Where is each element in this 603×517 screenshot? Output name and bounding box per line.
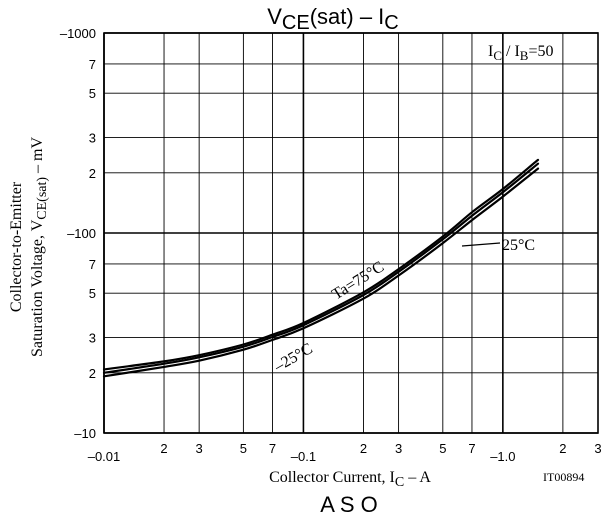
x-tick-label: 5 — [240, 441, 247, 456]
annotation-25c: 25°C — [502, 237, 535, 254]
x-tick-label: 3 — [594, 441, 601, 456]
x-tick-label: 2 — [360, 441, 367, 456]
plot-frame — [103, 32, 599, 434]
x-tick-labels: –0.01 2 3 5 7 –0.1 2 3 5 7 –1.0 2 3 — [88, 441, 602, 464]
y-tick-label: –100 — [67, 226, 96, 241]
x-tick-label: –0.01 — [88, 449, 121, 464]
series-line-1 — [102, 162, 540, 374]
x-tick-label: –0.1 — [291, 449, 316, 464]
figure-code: IT00894 — [543, 470, 584, 484]
y-axis-label-line2: Saturation Voltage, VCE(sat) – mV — [29, 137, 50, 358]
x-tick-label: 3 — [395, 441, 402, 456]
x-tick-label: 5 — [439, 441, 446, 456]
annotation-25c-leader — [461, 242, 501, 247]
x-tick-label: 2 — [559, 441, 566, 456]
annotation-ta75: Ta=75°C — [329, 258, 387, 303]
title-sub-c: C — [384, 12, 398, 34]
series-line-2 — [102, 167, 540, 378]
y-axis-label-line1: Collector-to-Emitter — [8, 181, 25, 312]
y-tick-label: 7 — [89, 257, 96, 272]
condition-label: IC / IB=50 — [488, 43, 553, 63]
next-chart-title: A S O — [320, 492, 377, 517]
x-axis-label: Collector Current, IC – A — [269, 469, 431, 490]
series-line-0 — [102, 158, 540, 371]
x-tick-label: –1.0 — [490, 449, 515, 464]
y-tick-label: 2 — [89, 166, 96, 181]
chart-title: VCE(sat) – IC — [267, 4, 399, 34]
y-tick-label: –1000 — [60, 26, 96, 41]
x-tick-label: 7 — [269, 441, 276, 456]
title-sub-ce: CE — [282, 12, 310, 34]
grid-layer — [103, 32, 599, 434]
y-tick-labels: –10 2 3 5 7 –100 2 3 5 7 –1000 — [60, 26, 96, 441]
y-tick-label: –10 — [74, 426, 96, 441]
y-tick-label: 2 — [89, 366, 96, 381]
curve-layer — [102, 158, 540, 378]
x-tick-label: 2 — [160, 441, 167, 456]
y-tick-label: 5 — [89, 286, 96, 301]
x-tick-label: 7 — [468, 441, 475, 456]
title-main: V — [267, 4, 282, 29]
y-tick-label: 3 — [89, 131, 96, 146]
y-tick-label: 3 — [89, 331, 96, 346]
x-tick-label: 3 — [196, 441, 203, 456]
y-tick-label: 5 — [89, 86, 96, 101]
title-suffix: (sat) – I — [310, 4, 385, 29]
y-tick-label: 7 — [89, 57, 96, 72]
y-axis-label: Collector-to-Emitter Saturation Voltage,… — [8, 137, 50, 358]
annotation-minus25c: –25°C — [271, 340, 316, 376]
